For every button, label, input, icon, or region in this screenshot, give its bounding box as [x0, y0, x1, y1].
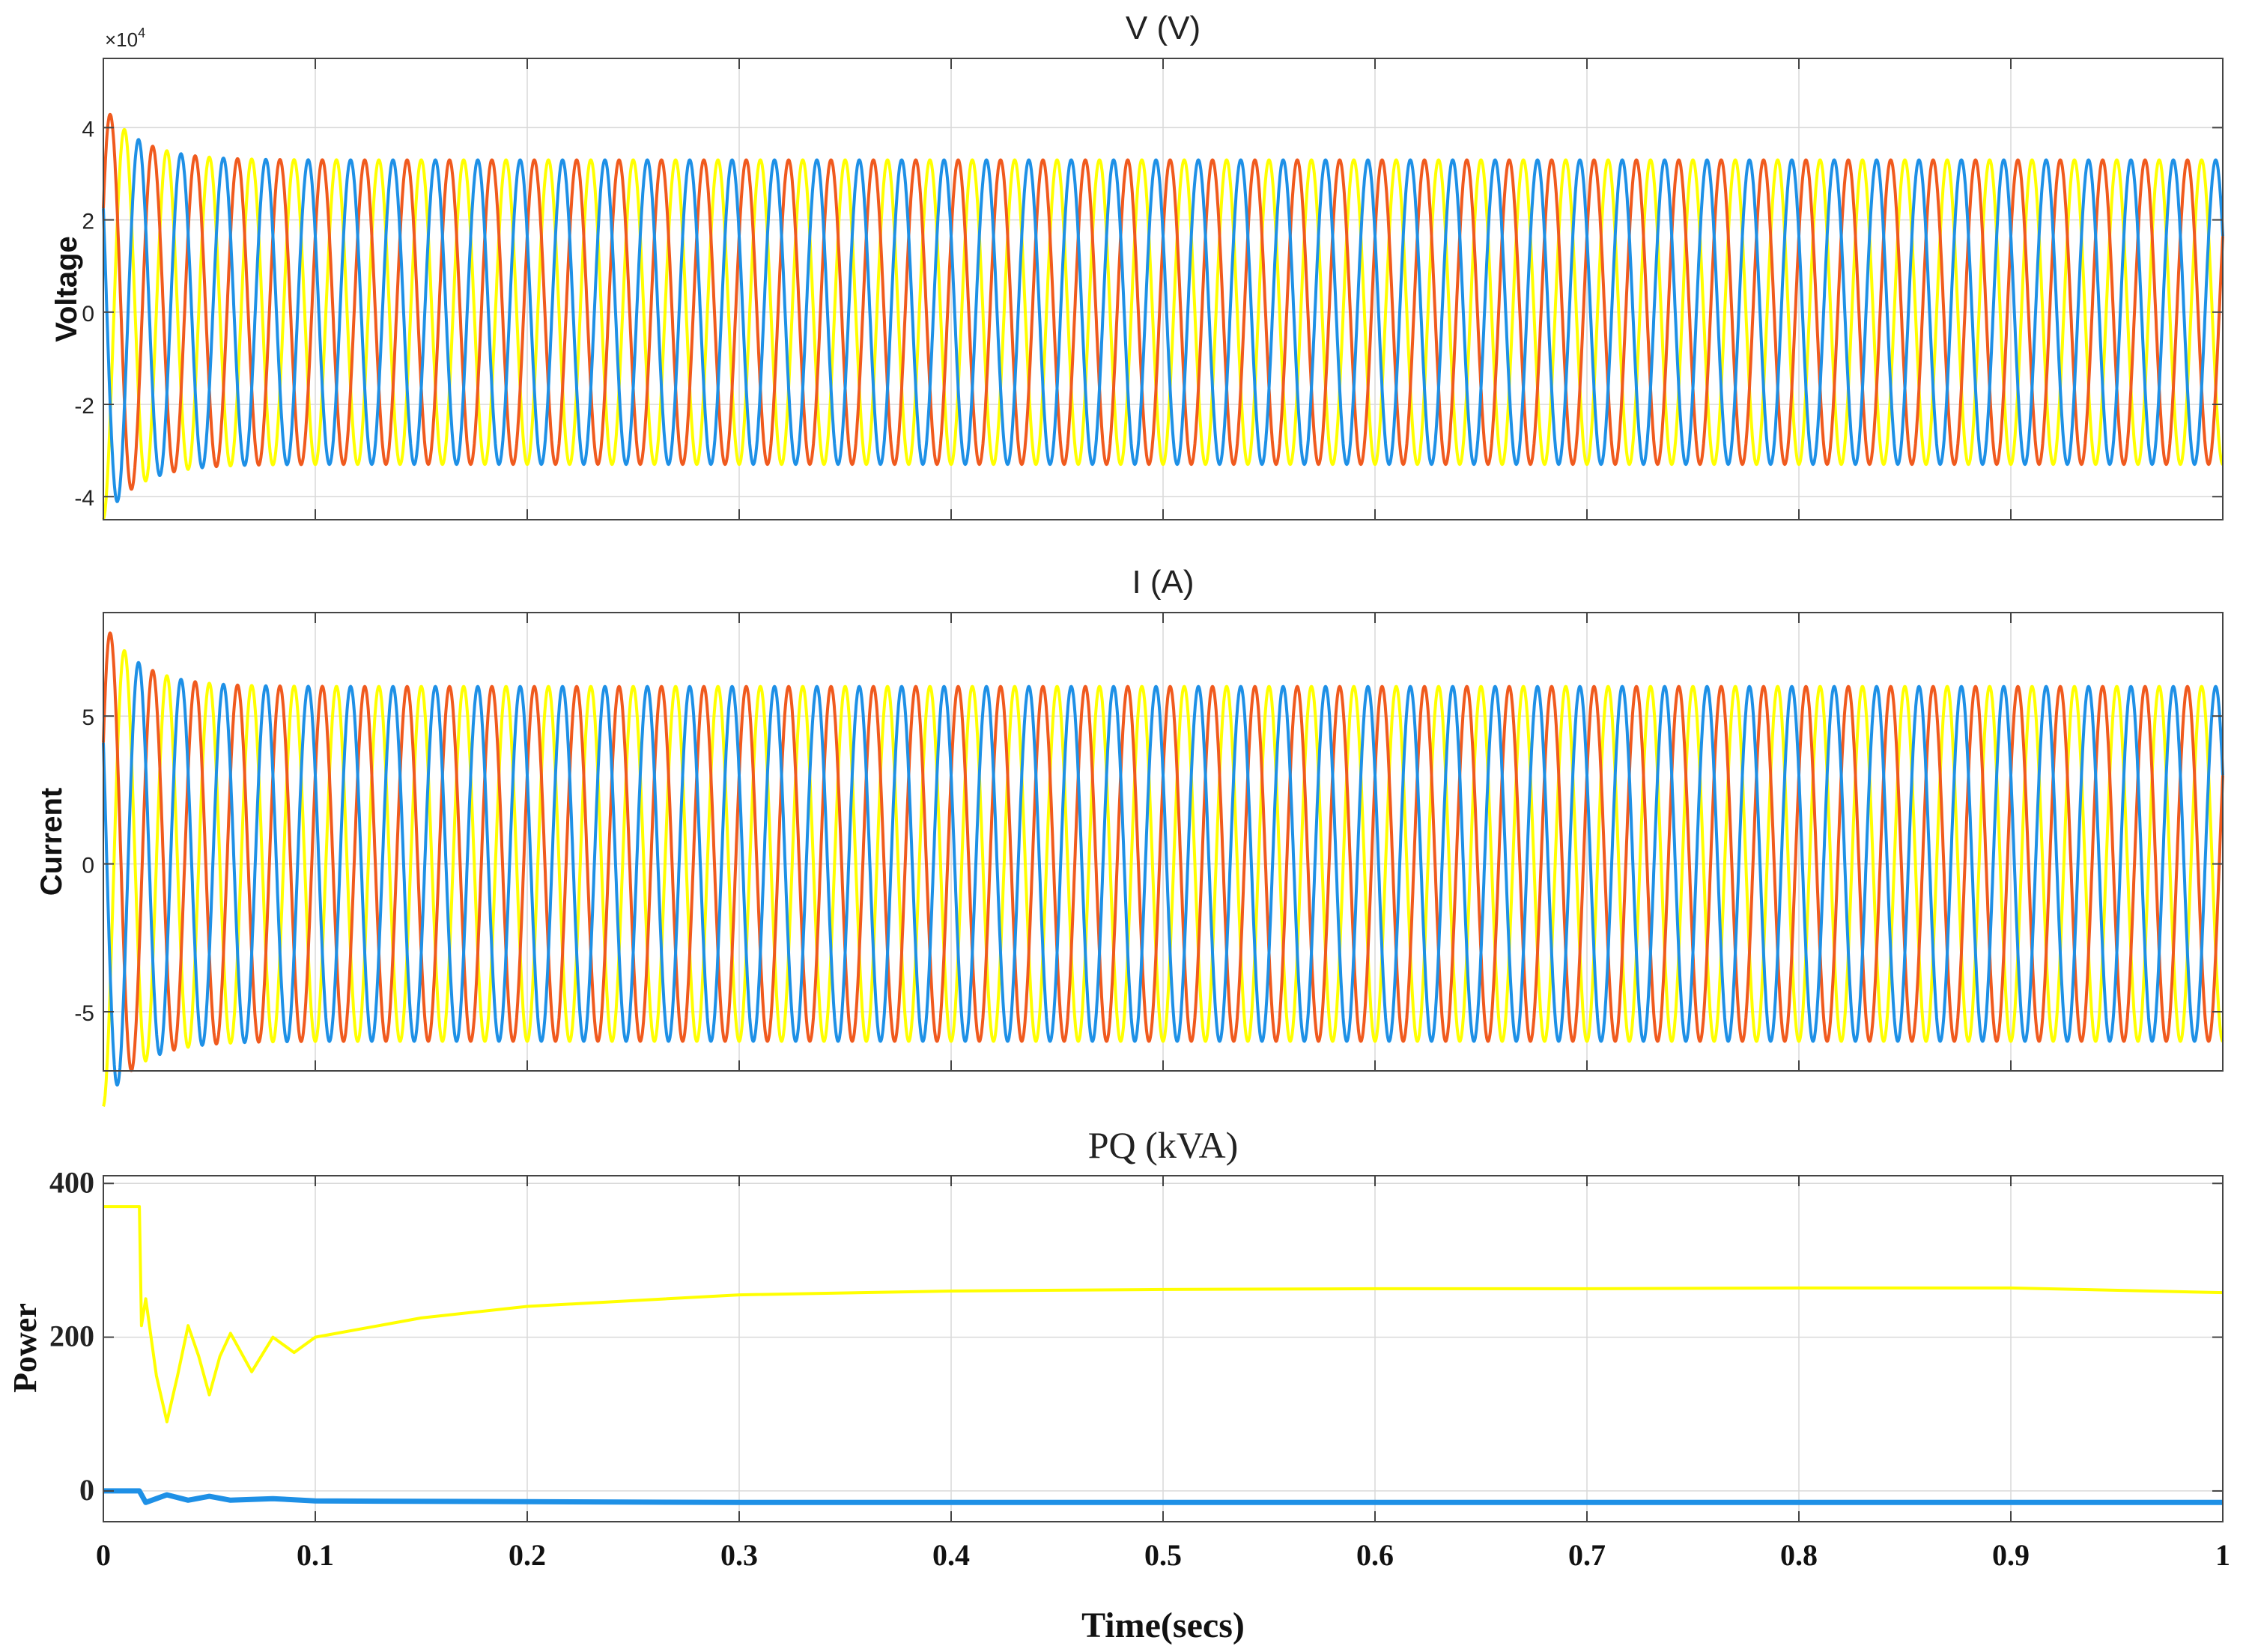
- x-tick-label: 0.9: [1992, 1538, 2030, 1572]
- phase-trace-3: [102, 138, 2224, 503]
- y-tick-label: 2: [82, 210, 94, 234]
- voltage-traces: [102, 112, 2224, 520]
- voltage-y-ticks: -4 -2 0 2 4: [74, 58, 2224, 520]
- voltage-multiplier-label: ×104: [105, 25, 145, 51]
- x-tick-label: 0.6: [1356, 1538, 1394, 1572]
- x-tick-label: 1: [2215, 1538, 2230, 1572]
- y-tick-label: -4: [74, 486, 94, 511]
- y-tick-label: 0: [79, 1473, 94, 1507]
- power-y-axis-label: Power: [7, 1303, 43, 1393]
- power-trace-2: [103, 1488, 2223, 1505]
- voltage-panel-title: V (V): [1126, 10, 1201, 46]
- power-trace-1: [103, 1205, 2224, 1424]
- multiplier-exponent: 4: [138, 25, 145, 40]
- y-tick-label: -2: [74, 394, 94, 419]
- current-panel-title: I (A): [1132, 564, 1194, 601]
- x-tick-label: 0.2: [509, 1538, 546, 1572]
- current-panel: -5 0 5 I (A) Current: [35, 564, 2224, 1108]
- current-traces: [102, 631, 2224, 1108]
- x-axis-label: Time(secs): [1081, 1606, 1245, 1645]
- current-grid: [103, 613, 2223, 1071]
- current-y-ticks: -5 0 5: [74, 613, 2224, 1071]
- x-tick-label: 0: [96, 1538, 111, 1572]
- x-tick-label: 0.1: [297, 1538, 334, 1572]
- voltage-y-axis-label: Voltage: [50, 236, 83, 342]
- x-tick-label: 0.4: [932, 1538, 970, 1572]
- y-tick-label: -5: [74, 1001, 94, 1026]
- phase-trace-3: [102, 661, 2224, 1087]
- power-panel: 0 200 400 0 0.1 0.2 0.3 0.4 0.5 0.6 0.7 0.8 0.9 1 PQ…: [7, 1124, 2230, 1645]
- y-tick-label: 0: [82, 302, 94, 327]
- x-tick-label: 0.7: [1568, 1538, 1606, 1572]
- y-tick-label: 5: [82, 705, 94, 730]
- power-x-ticks: 0 0.1 0.2 0.3 0.4 0.5 0.6 0.7 0.8 0.9 1: [96, 1538, 2230, 1572]
- x-tick-label: 0.5: [1144, 1538, 1182, 1572]
- power-traces: [103, 1205, 2224, 1505]
- y-tick-label: 0: [82, 854, 94, 878]
- x-tick-label: 0.8: [1780, 1538, 1818, 1572]
- current-y-axis-label: Current: [35, 788, 68, 896]
- y-tick-label: 4: [82, 117, 94, 142]
- y-tick-label: 400: [49, 1165, 94, 1199]
- multiplier-base: ×10: [105, 28, 138, 51]
- power-y-ticks: 0 200 400: [49, 1165, 2224, 1522]
- power-panel-title: PQ (kVA): [1088, 1124, 1239, 1166]
- y-tick-label: 200: [49, 1320, 94, 1353]
- x-tick-label: 0.3: [720, 1538, 758, 1572]
